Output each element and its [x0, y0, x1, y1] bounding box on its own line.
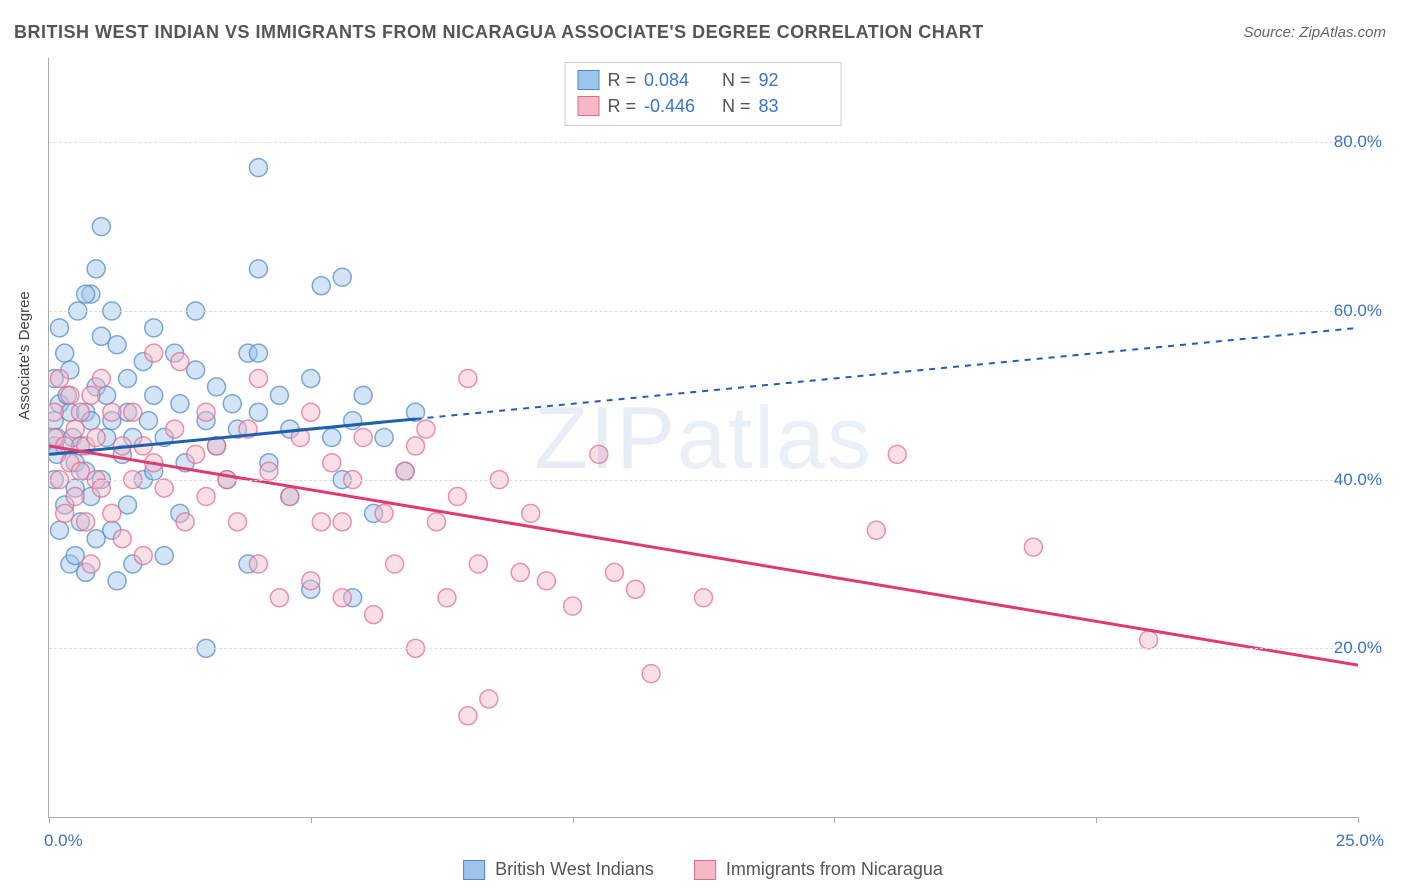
series-b-name: Immigrants from Nicaragua: [726, 859, 943, 880]
swatch-series-a: [577, 70, 599, 90]
series-legend: British West Indians Immigrants from Nic…: [463, 859, 943, 880]
legend-item-a: British West Indians: [463, 859, 654, 880]
swatch-series-b: [694, 860, 716, 880]
chart-title: BRITISH WEST INDIAN VS IMMIGRANTS FROM N…: [14, 22, 984, 43]
source-attribution: Source: ZipAtlas.com: [1243, 24, 1386, 41]
plot-area: ZIPatlas: [48, 58, 1358, 818]
correlation-legend: R = 0.084 N = 92 R = -0.446 N = 83: [564, 62, 841, 126]
chart-frame: BRITISH WEST INDIAN VS IMMIGRANTS FROM N…: [0, 0, 1406, 892]
y-tick-label: 20.0%: [1334, 638, 1382, 658]
n-value-a: 92: [759, 67, 829, 93]
swatch-series-b: [577, 96, 599, 116]
legend-row-series-a: R = 0.084 N = 92: [577, 67, 828, 93]
y-tick-label: 40.0%: [1334, 470, 1382, 490]
scatter-svg: [49, 58, 1358, 817]
swatch-series-a: [463, 860, 485, 880]
legend-item-b: Immigrants from Nicaragua: [694, 859, 943, 880]
y-axis-label: Associate's Degree: [16, 291, 33, 420]
n-value-b: 83: [759, 93, 829, 119]
x-tick-label: 0.0%: [44, 831, 83, 851]
y-tick-label: 60.0%: [1334, 301, 1382, 321]
r-value-a: 0.084: [644, 67, 714, 93]
y-tick-label: 80.0%: [1334, 132, 1382, 152]
r-value-b: -0.446: [644, 93, 714, 119]
series-a-name: British West Indians: [495, 859, 654, 880]
legend-row-series-b: R = -0.446 N = 83: [577, 93, 828, 119]
x-tick-label: 25.0%: [1336, 831, 1384, 851]
